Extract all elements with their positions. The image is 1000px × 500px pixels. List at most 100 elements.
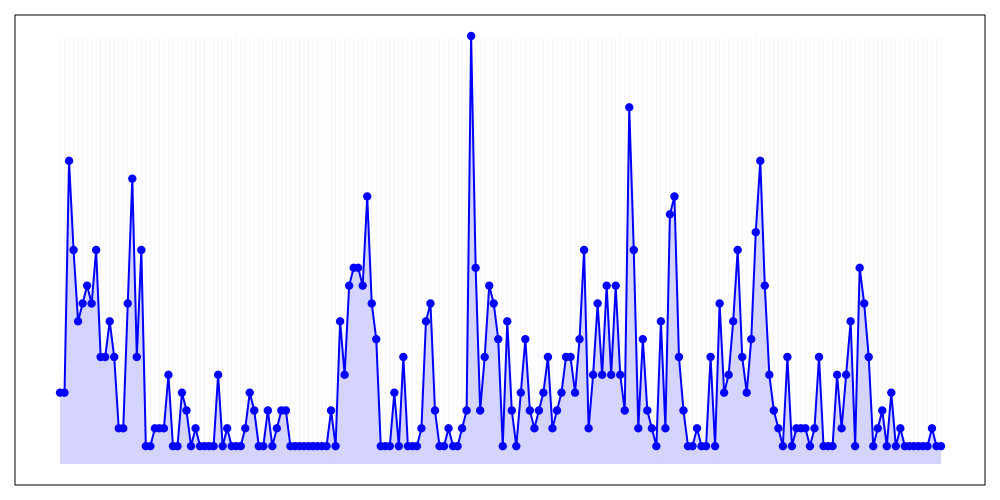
data-point <box>128 174 137 183</box>
data-point <box>625 103 634 112</box>
data-point <box>923 441 932 451</box>
data-point <box>268 441 277 451</box>
data-point <box>710 441 720 451</box>
data-point <box>814 352 824 362</box>
data-point <box>222 424 232 433</box>
data-point <box>692 424 702 433</box>
data-point <box>570 388 580 397</box>
data-point <box>828 441 837 451</box>
data-point <box>566 352 575 362</box>
data-point <box>882 441 891 451</box>
data-point <box>584 424 593 433</box>
data-point <box>760 281 769 290</box>
data-point <box>322 441 331 451</box>
data-point <box>512 441 521 451</box>
data-point <box>385 441 395 451</box>
data-point <box>846 317 855 326</box>
data-point <box>543 352 553 362</box>
data-point <box>344 281 354 290</box>
data-point <box>661 424 670 433</box>
data-point <box>638 334 648 344</box>
data-point <box>869 441 878 451</box>
data-point <box>516 388 526 397</box>
data-point <box>719 388 729 397</box>
series-points <box>55 31 946 451</box>
data-point <box>326 406 336 415</box>
data-point <box>363 192 372 201</box>
data-point <box>457 424 467 433</box>
data-point <box>272 424 282 433</box>
data-point <box>159 424 169 433</box>
data-point <box>64 156 74 166</box>
data-point <box>841 370 851 380</box>
data-point <box>439 441 449 451</box>
data-point <box>674 352 684 362</box>
data-point <box>236 441 245 451</box>
data-point <box>679 406 688 415</box>
data-point <box>643 406 652 415</box>
data-point <box>462 406 471 415</box>
data-point <box>832 370 842 380</box>
data-point <box>539 388 548 397</box>
data-point <box>850 441 860 451</box>
data-point <box>182 406 191 415</box>
data-point <box>259 441 268 451</box>
data-point <box>647 424 657 433</box>
data-point <box>733 245 742 255</box>
data-point <box>119 424 128 433</box>
data-point <box>367 299 376 308</box>
data-point <box>530 424 539 433</box>
data-point <box>891 441 901 451</box>
data-point <box>137 245 146 255</box>
data-point <box>724 370 733 380</box>
data-point <box>331 441 340 451</box>
data-point <box>471 263 480 273</box>
data-point <box>426 299 435 308</box>
data-point <box>475 406 485 415</box>
data-point <box>670 192 679 201</box>
data-point <box>611 281 620 290</box>
data-point <box>498 441 507 451</box>
data-point <box>503 317 512 326</box>
data-point <box>105 317 114 326</box>
data-point <box>864 352 873 362</box>
data-point <box>620 406 629 415</box>
data-point <box>597 370 607 380</box>
data-point <box>837 424 846 433</box>
data-point <box>634 424 643 433</box>
data-point <box>521 334 530 344</box>
data-point <box>480 352 489 362</box>
data-point <box>390 388 399 397</box>
data-point <box>936 441 946 451</box>
data-point <box>575 334 584 344</box>
data-point <box>738 352 747 362</box>
data-point <box>263 406 273 415</box>
data-point <box>430 406 440 415</box>
data-point <box>82 281 92 290</box>
data-point <box>783 352 792 362</box>
data-point <box>412 441 422 451</box>
data-point <box>715 299 724 308</box>
data-point <box>665 210 675 219</box>
data-point <box>73 317 83 326</box>
data-point <box>245 388 254 397</box>
data-point <box>656 317 666 326</box>
data-point <box>494 334 503 344</box>
data-point <box>353 263 363 273</box>
data-point <box>110 352 119 362</box>
data-point <box>606 370 616 380</box>
data-point <box>91 245 101 255</box>
data-point <box>186 441 196 451</box>
data-point <box>927 424 937 433</box>
data-point <box>525 406 535 415</box>
data-point <box>552 406 562 415</box>
data-point <box>146 441 155 451</box>
data-point <box>855 263 864 273</box>
data-point <box>209 441 218 451</box>
data-point <box>485 281 494 290</box>
data-point <box>887 388 896 397</box>
data-point <box>706 352 715 362</box>
data-point <box>557 388 566 397</box>
data-point <box>444 424 453 433</box>
data-point <box>123 299 132 308</box>
